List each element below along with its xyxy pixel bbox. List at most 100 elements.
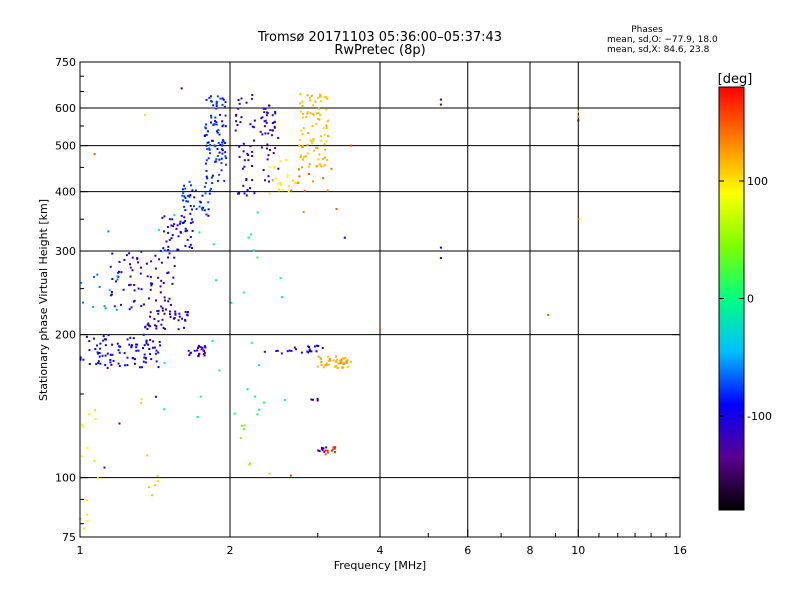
data-point (335, 360, 337, 363)
data-point (263, 125, 266, 128)
y-tick-label: 750 (55, 56, 76, 69)
data-point (324, 449, 327, 452)
data-point (340, 362, 343, 364)
data-point (212, 104, 215, 107)
data-point (155, 327, 158, 330)
data-point (142, 303, 145, 306)
data-point (107, 334, 110, 337)
data-point (203, 135, 206, 137)
data-point (109, 359, 112, 361)
data-point (266, 111, 268, 114)
data-point (207, 208, 210, 211)
data-point (183, 195, 186, 198)
data-point (215, 102, 218, 105)
data-point (116, 342, 119, 345)
data-point (164, 327, 167, 330)
data-point (338, 362, 341, 365)
data-point (326, 120, 329, 123)
data-point (128, 308, 131, 311)
data-point (245, 194, 248, 197)
data-point (128, 284, 131, 287)
data-point (109, 265, 112, 268)
data-point (246, 189, 249, 191)
data-point (184, 230, 187, 233)
data-point (333, 365, 336, 368)
data-point (185, 200, 188, 203)
data-point (281, 296, 284, 298)
data-point (216, 101, 219, 104)
data-point (252, 126, 255, 129)
data-point (307, 351, 310, 354)
data-point (148, 486, 150, 489)
data-point (161, 309, 164, 312)
data-point (316, 399, 319, 402)
data-point (249, 233, 252, 236)
data-point (109, 361, 112, 364)
data-point (220, 157, 223, 160)
data-point (122, 288, 125, 291)
data-point (154, 254, 157, 257)
chart-subtitle: RwPretec (8p) (334, 43, 425, 58)
data-point (132, 337, 135, 340)
data-point (131, 256, 134, 259)
data-point (85, 499, 88, 501)
data-point (272, 179, 275, 182)
data-point (275, 350, 278, 352)
data-point (215, 107, 218, 110)
data-point (130, 346, 133, 349)
data-point (210, 187, 213, 190)
data-point (79, 356, 82, 359)
data-point (172, 225, 175, 228)
data-point (235, 120, 238, 123)
data-point (177, 235, 180, 238)
data-point (298, 144, 301, 147)
data-point (207, 201, 210, 204)
data-point (163, 361, 166, 364)
data-point (221, 139, 224, 142)
data-point (198, 231, 201, 234)
data-point (439, 103, 442, 106)
data-point (163, 215, 166, 218)
data-point (218, 369, 221, 372)
data-point (325, 96, 328, 99)
data-point (206, 141, 209, 144)
data-point (246, 152, 249, 155)
data-point (209, 189, 212, 192)
data-point (181, 188, 184, 191)
data-point (98, 285, 101, 288)
data-point (312, 139, 315, 142)
data-point (171, 282, 174, 285)
data-point (169, 313, 171, 316)
data-point (105, 338, 107, 341)
data-point (109, 294, 112, 297)
data-point (245, 177, 248, 180)
data-point (268, 166, 271, 168)
data-point (181, 194, 184, 197)
data-point (312, 113, 315, 116)
data-point (99, 342, 102, 345)
data-point (210, 121, 212, 124)
data-point (168, 297, 171, 300)
data-point (205, 123, 208, 126)
data-point (301, 146, 304, 149)
data-point (315, 146, 317, 149)
data-point (203, 352, 206, 354)
data-point (331, 448, 334, 451)
data-point (322, 366, 325, 369)
data-point (277, 167, 280, 170)
data-point (150, 358, 153, 361)
data-point (303, 155, 305, 158)
data-point (249, 187, 251, 190)
data-point (167, 256, 169, 259)
data-point (157, 480, 160, 483)
data-point (239, 121, 242, 124)
data-point (109, 353, 112, 356)
data-point (144, 357, 147, 360)
data-point (247, 159, 250, 162)
data-point (274, 112, 277, 115)
data-point (342, 366, 344, 369)
data-point (269, 129, 272, 132)
data-point (82, 425, 85, 428)
data-point (171, 234, 174, 237)
plot-grid (80, 62, 680, 537)
